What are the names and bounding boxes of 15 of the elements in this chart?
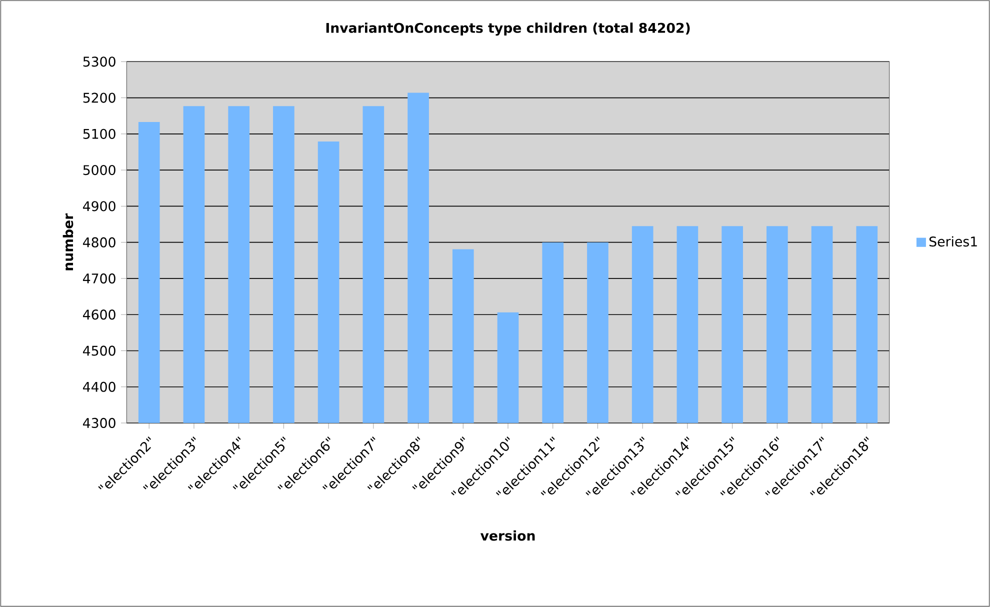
y-tick-label: 4800: [82, 237, 116, 248]
y-tick-label: 5300: [83, 56, 116, 67]
y-tick-label: 4700: [82, 273, 116, 284]
chart-title: InvariantOnConcepts type children (total 84202): [326, 22, 690, 36]
y-tick-label: 4400: [82, 382, 116, 392]
y-axis-title: number: [62, 213, 74, 270]
y-tick-label: 4600: [82, 310, 116, 320]
y-tick-label: 5000: [83, 165, 116, 176]
y-tick-label: 4900: [82, 201, 116, 212]
legend-label: Series1: [930, 236, 977, 247]
y-tick-label: 4300: [82, 418, 116, 428]
y-tick-label: 5200: [83, 92, 116, 103]
y-tick-label: 5100: [83, 128, 116, 139]
x-axis-title: version: [480, 530, 535, 541]
y-tick-label: 4500: [82, 346, 116, 356]
